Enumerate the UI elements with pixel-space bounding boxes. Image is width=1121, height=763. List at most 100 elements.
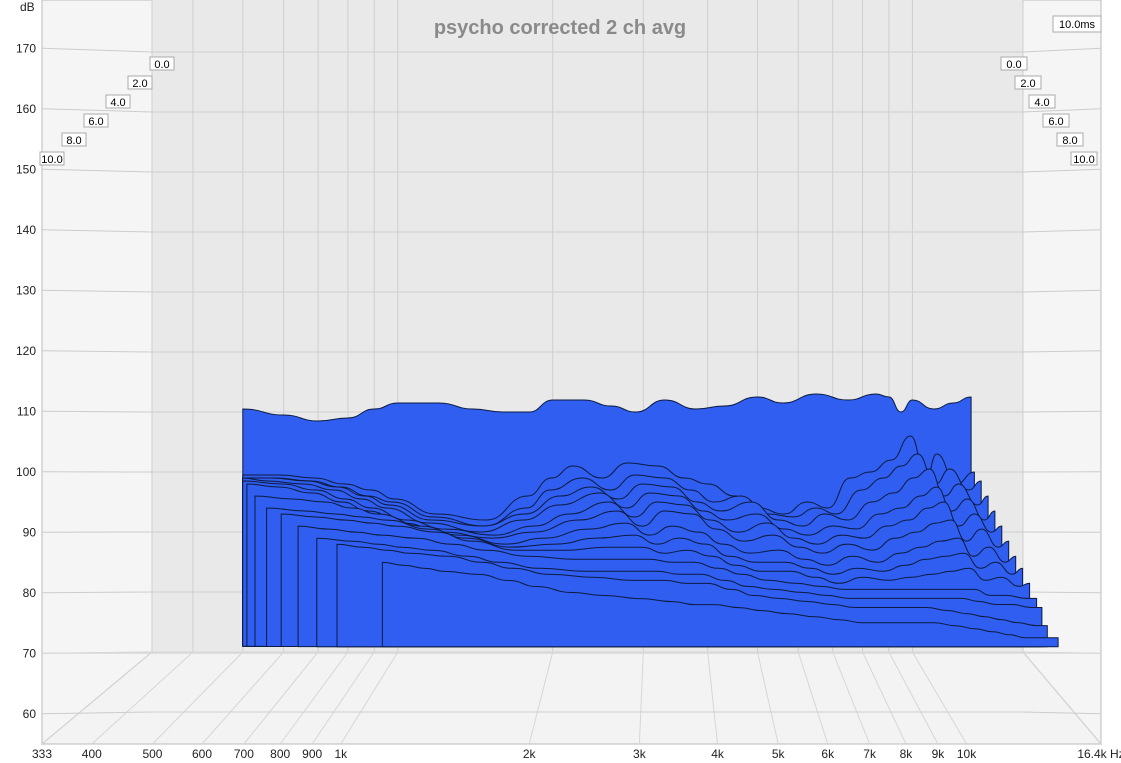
x-floorline [311, 651, 375, 745]
y-wall-line-right [1022, 711, 1102, 715]
time-tag-box [149, 56, 175, 71]
y-wall-line-right [1022, 229, 1102, 233]
x-floorline [707, 651, 719, 745]
x-floorline [243, 651, 319, 745]
y-tick-label: 100 [16, 465, 36, 479]
x-floorline [279, 651, 349, 745]
spectrum-slice [381, 561, 1059, 648]
x-tick-label: 800 [270, 747, 290, 761]
x-floorline [638, 651, 644, 745]
time-tag-box [1014, 75, 1042, 90]
y-wall-line-right [1022, 289, 1102, 293]
time-tag-box [61, 132, 87, 147]
y-wall-line-right [1022, 168, 1102, 173]
time-tag-text: 6.0 [88, 116, 103, 128]
time-tag-box [127, 75, 153, 90]
x-tick-label: 600 [192, 747, 212, 761]
time-tag-box [1028, 94, 1056, 109]
time-tag-right: 10.0 [1070, 151, 1098, 166]
x-tick-label: 5k [772, 747, 786, 761]
y-tick-label: 110 [17, 404, 36, 418]
time-tag-box [105, 94, 131, 109]
time-tag-box [1056, 132, 1084, 147]
time-tag-text: 8.0 [1062, 135, 1077, 147]
y-wall-line-right [1022, 108, 1102, 113]
y-wall-line-left [41, 168, 153, 173]
x-floorline [888, 651, 939, 745]
x-floorline [757, 651, 779, 745]
x-floorline [1022, 651, 1102, 745]
time-tag-text: 0.0 [1006, 59, 1021, 71]
x-floorline [528, 651, 554, 745]
y-wall-line-left [41, 711, 153, 715]
y-tick-label: 150 [16, 162, 36, 176]
x-tick-label: 1k [334, 747, 348, 761]
time-tag-box [1070, 151, 1098, 166]
y-wall-line-right [1022, 410, 1102, 413]
x-tick-label: 333 [32, 747, 52, 761]
x-floorline [91, 651, 194, 745]
time-tag-left: 10.0 [39, 151, 65, 166]
y-tick-label: 120 [16, 344, 36, 358]
y-tick-label: 70 [23, 646, 37, 660]
time-tag-left: 0.0 [149, 56, 175, 71]
x-tick-label: 8k [900, 747, 914, 761]
y-wall-line-left [41, 289, 153, 293]
time-tag-left: 2.0 [127, 75, 153, 90]
x-tick-label: 900 [302, 747, 322, 761]
time-tag-text: 4.0 [1034, 97, 1049, 109]
y-tick-label: 160 [16, 102, 36, 116]
time-tag-text: 8.0 [66, 135, 81, 147]
y-tick-label: 60 [23, 707, 37, 721]
x-tick-label: 500 [142, 747, 162, 761]
x-tick-label: 10k [957, 747, 977, 761]
time-tag-right: 2.0 [1014, 75, 1042, 90]
x-tick-label: 9k [932, 747, 946, 761]
time-tag-box [1000, 56, 1028, 71]
y-wall-line-left [41, 591, 153, 594]
time-tag-right: 4.0 [1028, 94, 1056, 109]
x-tick-label: 6k [821, 747, 835, 761]
x-floorline [797, 651, 829, 745]
x-tick-label: 3k [633, 747, 647, 761]
time-tag-text: 10.0 [1073, 154, 1094, 166]
y-wall-line-right [1022, 591, 1102, 594]
y-tick-label: 90 [23, 525, 37, 539]
x-floorline [41, 651, 153, 745]
time-tag-text: 10.0 [41, 154, 62, 166]
x-tick-label: 700 [234, 747, 254, 761]
x-floorline [911, 651, 967, 745]
x-floorline [862, 651, 907, 745]
x-tick-label: 4k [711, 747, 725, 761]
floor [40, 651, 1103, 745]
time-tag-box [1042, 113, 1070, 128]
x-floorline [201, 651, 284, 745]
time-tag-right: 8.0 [1056, 132, 1084, 147]
z-axis-label: 10.0ms [1059, 19, 1096, 31]
time-tag-box [83, 113, 109, 128]
x-tick-label: 400 [82, 747, 102, 761]
y-wall-line-left [41, 410, 153, 413]
slices-layer [242, 393, 1059, 648]
y-wall-line-right [1022, 350, 1102, 353]
z-axis-label-box: 10.0ms [1052, 15, 1102, 33]
x-floorline [340, 651, 399, 745]
time-tag-box [39, 151, 65, 166]
chart-title: psycho corrected 2 ch avg [434, 17, 686, 39]
y-wall-line-left [41, 350, 153, 353]
x-tick-label: 16.4k Hz [1077, 747, 1121, 761]
time-tag-text: 6.0 [1048, 116, 1063, 128]
y-tick-label: 170 [16, 41, 36, 55]
x-tick-label: 2k [523, 747, 537, 761]
y-axis-label: dB [20, 0, 35, 14]
labels-layer: 333 400 500 600 700 800 900 1k 2k 3k 4k 5k 6k 7k 8k 9k 1… [16, 41, 1121, 761]
y-wall-line-left [41, 229, 153, 233]
time-tag-text: 0.0 [154, 59, 169, 71]
y-wall-line-left [41, 108, 153, 113]
time-tag-left: 4.0 [105, 94, 131, 109]
y-tick-label: 140 [16, 223, 36, 237]
time-tag-left: 8.0 [61, 132, 87, 147]
x-floorline [152, 651, 244, 745]
time-tag-text: 2.0 [132, 78, 147, 90]
